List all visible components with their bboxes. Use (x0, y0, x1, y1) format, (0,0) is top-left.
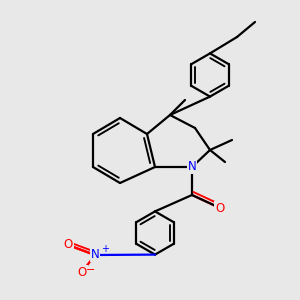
Text: O: O (215, 202, 225, 214)
Text: N: N (188, 160, 196, 173)
Text: N: N (91, 248, 99, 262)
Text: +: + (100, 244, 109, 254)
Text: O: O (77, 266, 87, 278)
Text: O: O (63, 238, 73, 251)
Text: −: − (86, 266, 95, 275)
